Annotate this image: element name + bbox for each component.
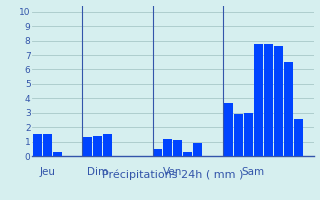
Bar bbox=[254, 44, 263, 156]
Bar bbox=[264, 44, 273, 156]
Bar bbox=[52, 152, 62, 156]
Bar bbox=[173, 140, 182, 156]
Text: Jeu: Jeu bbox=[39, 167, 55, 177]
Bar bbox=[234, 114, 243, 156]
Bar bbox=[43, 134, 52, 156]
X-axis label: Précipitations 24h ( mm ): Précipitations 24h ( mm ) bbox=[102, 170, 244, 180]
Bar bbox=[163, 139, 172, 156]
Bar bbox=[183, 152, 192, 156]
Text: Sam: Sam bbox=[242, 167, 265, 177]
Bar bbox=[224, 103, 233, 156]
Bar bbox=[244, 113, 253, 156]
Bar bbox=[93, 136, 102, 156]
Text: Ven: Ven bbox=[163, 167, 182, 177]
Bar bbox=[153, 149, 162, 156]
Bar bbox=[83, 137, 92, 156]
Bar bbox=[193, 143, 203, 156]
Bar bbox=[103, 134, 112, 156]
Text: Dim: Dim bbox=[87, 167, 108, 177]
Bar bbox=[33, 134, 42, 156]
Bar bbox=[294, 118, 303, 156]
Bar bbox=[284, 62, 293, 156]
Bar bbox=[274, 46, 283, 156]
